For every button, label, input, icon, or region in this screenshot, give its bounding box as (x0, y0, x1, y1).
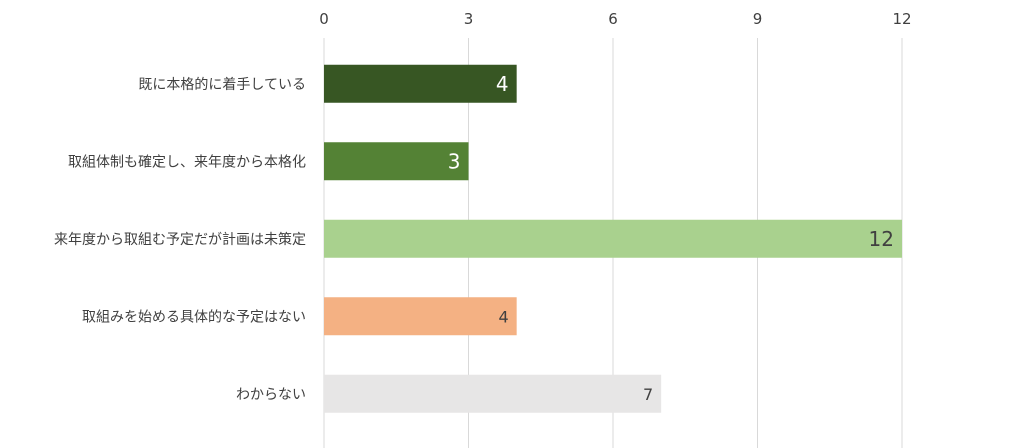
bar (324, 297, 517, 336)
data-label: 4 (496, 72, 509, 96)
data-labels: 4 3 12 4 7 (448, 72, 894, 404)
data-label: 3 (448, 149, 461, 173)
bar (324, 64, 517, 103)
data-label: 4 (498, 307, 508, 326)
x-tick-label: 6 (608, 10, 618, 28)
x-tick-label: 0 (319, 10, 329, 28)
category-label: 既に本格的に着手している (138, 77, 306, 93)
category-label: 来年度から取組む予定だが計画は未策定 (54, 231, 306, 248)
data-label: 7 (643, 385, 653, 404)
x-tick-label: 3 (464, 10, 474, 28)
category-label: 取組みを始める具体的な予定はない (82, 309, 306, 325)
bar (324, 219, 902, 258)
category-labels: 既に本格的に着手している取組体制も確定し、来年度から本格化来年度から取組む予定だ… (54, 77, 306, 403)
category-label: わからない (236, 387, 306, 403)
x-tick-label: 12 (892, 10, 911, 28)
bars (324, 64, 902, 413)
bar (324, 142, 469, 181)
x-axis-ticks: 0 3 6 9 12 (319, 10, 911, 28)
category-label: 取組体制も確定し、来年度から本格化 (68, 154, 306, 170)
data-label: 12 (869, 227, 894, 251)
x-tick-label: 9 (753, 10, 763, 28)
bar (324, 374, 662, 413)
